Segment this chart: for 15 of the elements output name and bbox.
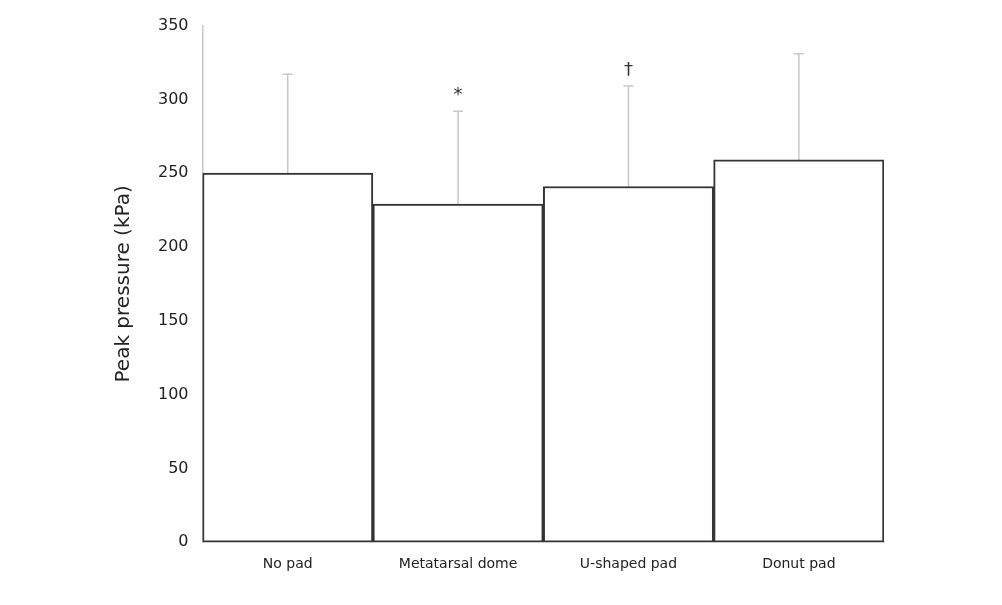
x-tick-label: No pad [262, 555, 313, 572]
y-tick-label: 200 [157, 236, 189, 256]
x-tick-label: U-shaped pad [579, 555, 678, 572]
x-tick-label: Donut pad [762, 555, 836, 572]
y-tick-label: 0 [178, 531, 189, 551]
y-tick-label: 50 [168, 457, 189, 477]
y-tick-label: 300 [157, 88, 189, 108]
y-tick-label: 100 [157, 383, 189, 403]
y-axis-title: Peak pressure (kPa) [110, 185, 135, 383]
annotation: † [623, 57, 633, 79]
y-tick-label: 250 [157, 162, 189, 182]
annotation: * [453, 82, 463, 104]
y-tick-label: 150 [157, 309, 189, 329]
y-tick-label: 350 [157, 14, 189, 34]
x-tick-label: Metatarsal dome [398, 555, 518, 572]
